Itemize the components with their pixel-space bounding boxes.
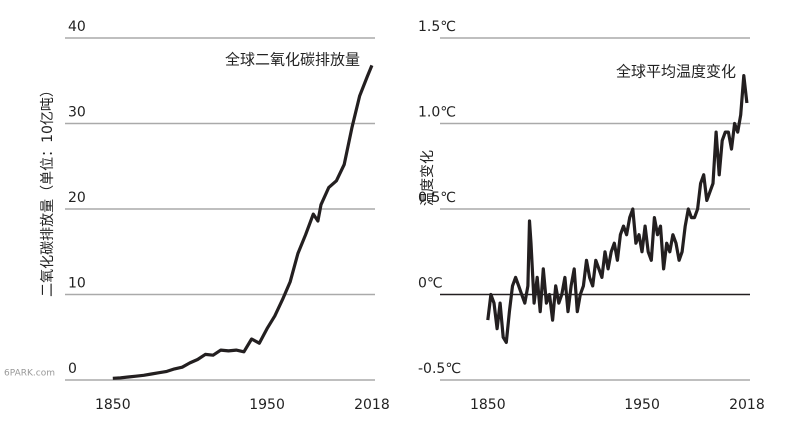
x-tick-label: 1850 bbox=[95, 397, 131, 413]
y-tick-label: 20 bbox=[68, 190, 86, 206]
y-tick-label: 10 bbox=[68, 276, 86, 292]
chart-annotation: 全球平均温度变化 bbox=[616, 63, 736, 81]
y-axis-label: 二氧化碳排放量（单位：10亿吨） bbox=[40, 83, 56, 297]
y-tick-label: 30 bbox=[68, 105, 86, 121]
chart-annotation: 全球二氧化碳排放量 bbox=[225, 51, 360, 69]
x-tick-label: 1850 bbox=[470, 397, 506, 413]
y-tick-label: 0.5℃ bbox=[418, 190, 456, 206]
data-line bbox=[486, 74, 749, 344]
y-tick-label: 1.5℃ bbox=[418, 19, 456, 35]
y-tick-label: 1.0℃ bbox=[418, 105, 456, 121]
y-tick-label: 0℃ bbox=[418, 276, 443, 292]
y-tick-label: 40 bbox=[68, 19, 86, 35]
y-tick-label: 0 bbox=[68, 361, 77, 377]
watermark: 6PARK.com bbox=[4, 369, 55, 379]
x-tick-label: 2018 bbox=[729, 397, 765, 413]
y-tick-label: -0.5℃ bbox=[418, 361, 461, 377]
x-tick-label: 2018 bbox=[354, 397, 390, 413]
y-axis-label: 温度变化 bbox=[420, 150, 436, 206]
data-line bbox=[112, 64, 374, 380]
x-tick-label: 1950 bbox=[249, 397, 285, 413]
x-tick-label: 1950 bbox=[624, 397, 660, 413]
